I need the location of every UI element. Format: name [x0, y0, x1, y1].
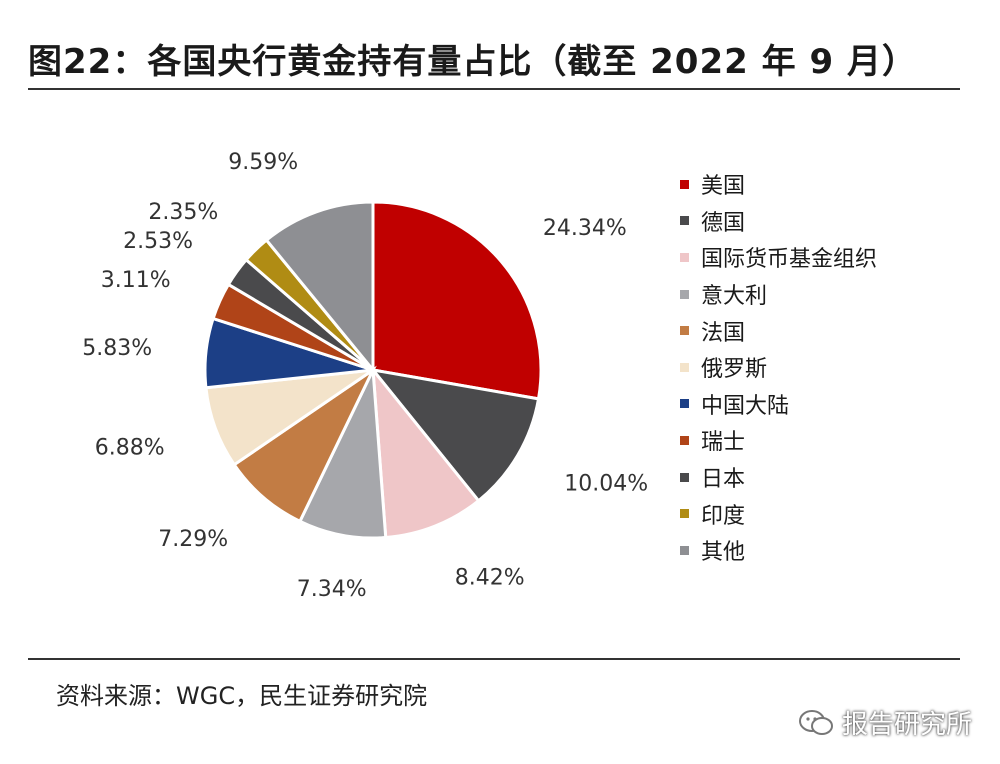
legend-swatch — [680, 289, 689, 299]
source-note: 资料来源：WGC，民生证券研究院 — [56, 682, 428, 710]
legend-label: 俄罗斯 — [701, 357, 768, 383]
slice-label: 9.59% — [228, 150, 298, 175]
pie-slices — [203, 200, 543, 540]
legend-swatch — [680, 472, 689, 482]
legend-swatch — [680, 362, 689, 372]
pie-labels: 24.34% 10.04% 8.42% 7.34% 7.29% 6.88% 5.83% 3.1… — [82, 150, 648, 602]
legend-label: 中国大陆 — [701, 393, 790, 419]
legend-item: 瑞士 — [680, 422, 877, 459]
legend-item: 俄罗斯 — [680, 349, 877, 386]
slice-label: 8.42% — [455, 565, 525, 590]
legend-swatch — [680, 435, 689, 445]
legend-label: 国际货币基金组织 — [701, 247, 878, 273]
legend-label: 日本 — [701, 467, 746, 493]
legend-label: 德国 — [701, 210, 746, 236]
legend-item: 德国 — [680, 203, 877, 240]
title-underline — [28, 88, 960, 90]
footer-divider — [28, 658, 960, 660]
pie-slice — [264, 200, 375, 375]
legend-label: 其他 — [701, 540, 746, 566]
legend-swatch — [680, 509, 689, 519]
legend-swatch — [680, 252, 689, 262]
pie-slice — [297, 364, 388, 540]
slice-label: 7.34% — [297, 577, 367, 602]
wechat-icon — [799, 709, 833, 735]
slice-label: 7.29% — [158, 527, 228, 552]
slice-label: 2.53% — [123, 229, 193, 254]
legend-swatch — [680, 216, 689, 226]
legend-item: 意大利 — [680, 276, 877, 313]
slice-label: 10.04% — [564, 472, 648, 497]
legend-swatch — [680, 545, 689, 555]
pie-slice — [232, 365, 377, 524]
legend: 美国德国国际货币基金组织 意大利法国俄罗斯中国大陆瑞士日本印度其他 — [680, 166, 877, 569]
slice-label: 2.35% — [148, 200, 218, 225]
legend-swatch — [680, 399, 689, 409]
slice-label: 3.11% — [101, 268, 171, 293]
pie-slice — [371, 200, 543, 401]
legend-item: 中国大陆 — [680, 386, 877, 423]
legend-item: 印度 — [680, 495, 877, 532]
legend-label: 瑞士 — [701, 430, 746, 456]
watermark: 报告研究所 — [798, 704, 972, 741]
watermark-text: 报告研究所 — [842, 710, 973, 740]
pie-slice — [371, 365, 481, 540]
legend-swatch — [680, 179, 689, 189]
chart-title: 图22：各国央行黄金持有量占比（截至 2022 年 9 月） — [28, 42, 917, 82]
legend-swatch — [680, 326, 689, 336]
legend-item: 国际货币基金组织 — [680, 239, 877, 276]
legend-item: 美国 — [680, 166, 877, 203]
legend-item: 其他 — [680, 532, 877, 569]
legend-label: 美国 — [701, 174, 746, 200]
legend-label: 意大利 — [701, 284, 768, 310]
pie-slice — [369, 367, 541, 503]
slice-label: 24.34% — [543, 216, 627, 241]
legend-label: 法国 — [701, 320, 746, 346]
legend-item: 日本 — [680, 459, 877, 496]
slice-label: 6.88% — [95, 436, 165, 461]
slice-label: 5.83% — [82, 336, 152, 361]
legend-item: 法国 — [680, 312, 877, 349]
legend-label: 印度 — [701, 503, 746, 529]
